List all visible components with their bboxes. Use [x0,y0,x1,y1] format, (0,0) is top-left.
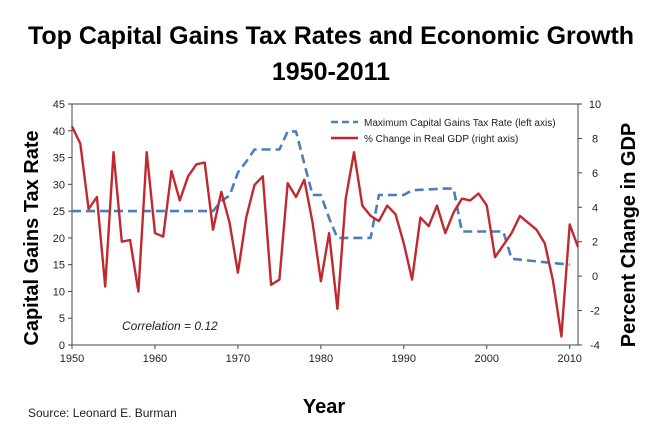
y-left-tick-label: 40 [53,126,65,138]
source-note: Source: Leonard E. Burman [28,406,177,420]
x-tick-label: 2010 [557,353,581,365]
y-right-tick-label: 0 [592,271,598,283]
x-tick-label: 1980 [309,353,333,365]
series-layer [70,125,580,338]
correlation-annotation: Correlation = 0.12 [122,319,218,333]
y-axis-left-title: Capital Gains Tax Rate [21,130,43,345]
y-axis-left: 0 5 10 15 20 25 30 35 40 45 [53,99,72,352]
y-right-tick-label: 2 [592,237,598,249]
y-left-tick-label: 0 [59,340,65,352]
x-tick-label: 1950 [60,353,84,365]
series-line-tax-rate [72,130,570,266]
y-left-tick-label: 45 [53,99,65,111]
x-tick-label: 1990 [392,353,416,365]
y-right-tick-label: -4 [590,340,600,352]
y-right-tick-label: -2 [590,306,600,318]
y-right-tick-label: 8 [592,133,598,145]
y-right-tick-label: 6 [592,168,598,180]
legend: Maximum Capital Gains Tax Rate (left axi… [331,118,556,145]
y-axis-right-title: Percent Change in GDP [618,123,640,348]
chart-title-line-1: Top Capital Gains Tax Rates and Economic… [28,22,634,50]
y-left-tick-label: 25 [53,206,65,218]
y-right-tick-label: 10 [589,99,601,111]
legend-label-gdp: % Change in Real GDP (right axis) [364,134,518,145]
y-left-tick-label: 10 [53,286,65,298]
y-axis-right: -4 -2 0 2 4 6 8 10 [578,99,601,352]
chart-title-line-2: 1950-2011 [272,58,390,86]
y-left-tick-label: 20 [53,233,65,245]
x-axis: 1950 1960 1970 1980 1990 2000 2010 [60,345,582,365]
series-line-gdp-change [70,125,580,338]
x-tick-label: 2000 [475,353,499,365]
x-axis-title: Year [303,396,345,418]
y-left-tick-label: 5 [59,313,65,325]
y-right-tick-label: 4 [592,202,598,214]
x-tick-label: 1970 [226,353,250,365]
x-tick-label: 1960 [143,353,167,365]
y-left-tick-label: 30 [53,179,65,191]
y-left-tick-label: 35 [53,153,65,165]
legend-label-tax-rate: Maximum Capital Gains Tax Rate (left axi… [364,118,556,129]
plot-area-frame [71,103,579,346]
y-left-tick-label: 15 [53,260,65,272]
